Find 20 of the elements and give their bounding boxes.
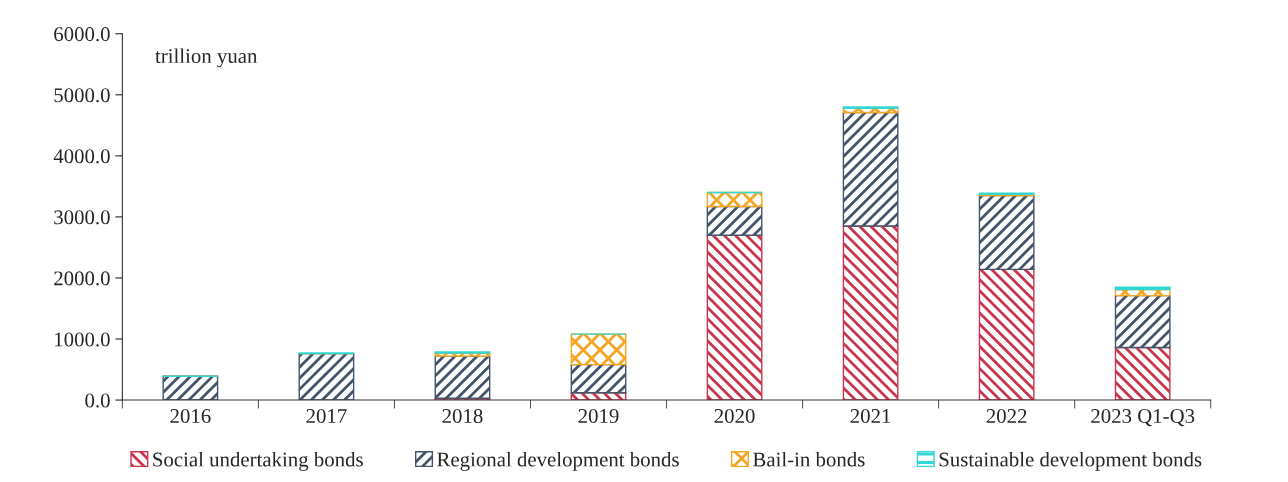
y-tick-label: 2000.0: [54, 271, 110, 286]
x-tick-label: 2021: [850, 409, 891, 424]
y-tick-label: 4000.0: [53, 149, 110, 164]
legend-label: Social undertaking bonds: [153, 451, 363, 471]
x-tick-label: 2023 Q1-Q3: [1091, 409, 1195, 427]
x-tick-label: 2016: [170, 409, 211, 424]
x-tick-label: 2019: [578, 409, 619, 424]
y-tick-label: 5000.0: [54, 88, 110, 103]
annotation: trillion yuan: [155, 48, 258, 68]
legend-label: Bail-in bonds: [753, 451, 865, 467]
x-tick-label: 2017: [306, 409, 347, 424]
y-tick-label: 0.0: [85, 393, 110, 408]
x-tick-label: 2020: [714, 409, 755, 424]
y-tick-label: 1000.0: [55, 332, 110, 347]
x-tick-label: 2018: [442, 409, 483, 424]
legend-label: Regional development bonds: [437, 451, 679, 471]
y-tick-label: 3000.0: [54, 210, 110, 225]
legend-label: Sustainable development bonds: [939, 451, 1202, 471]
x-tick-label: 2022: [986, 409, 1027, 424]
y-tick-label: 6000.0: [54, 27, 110, 42]
